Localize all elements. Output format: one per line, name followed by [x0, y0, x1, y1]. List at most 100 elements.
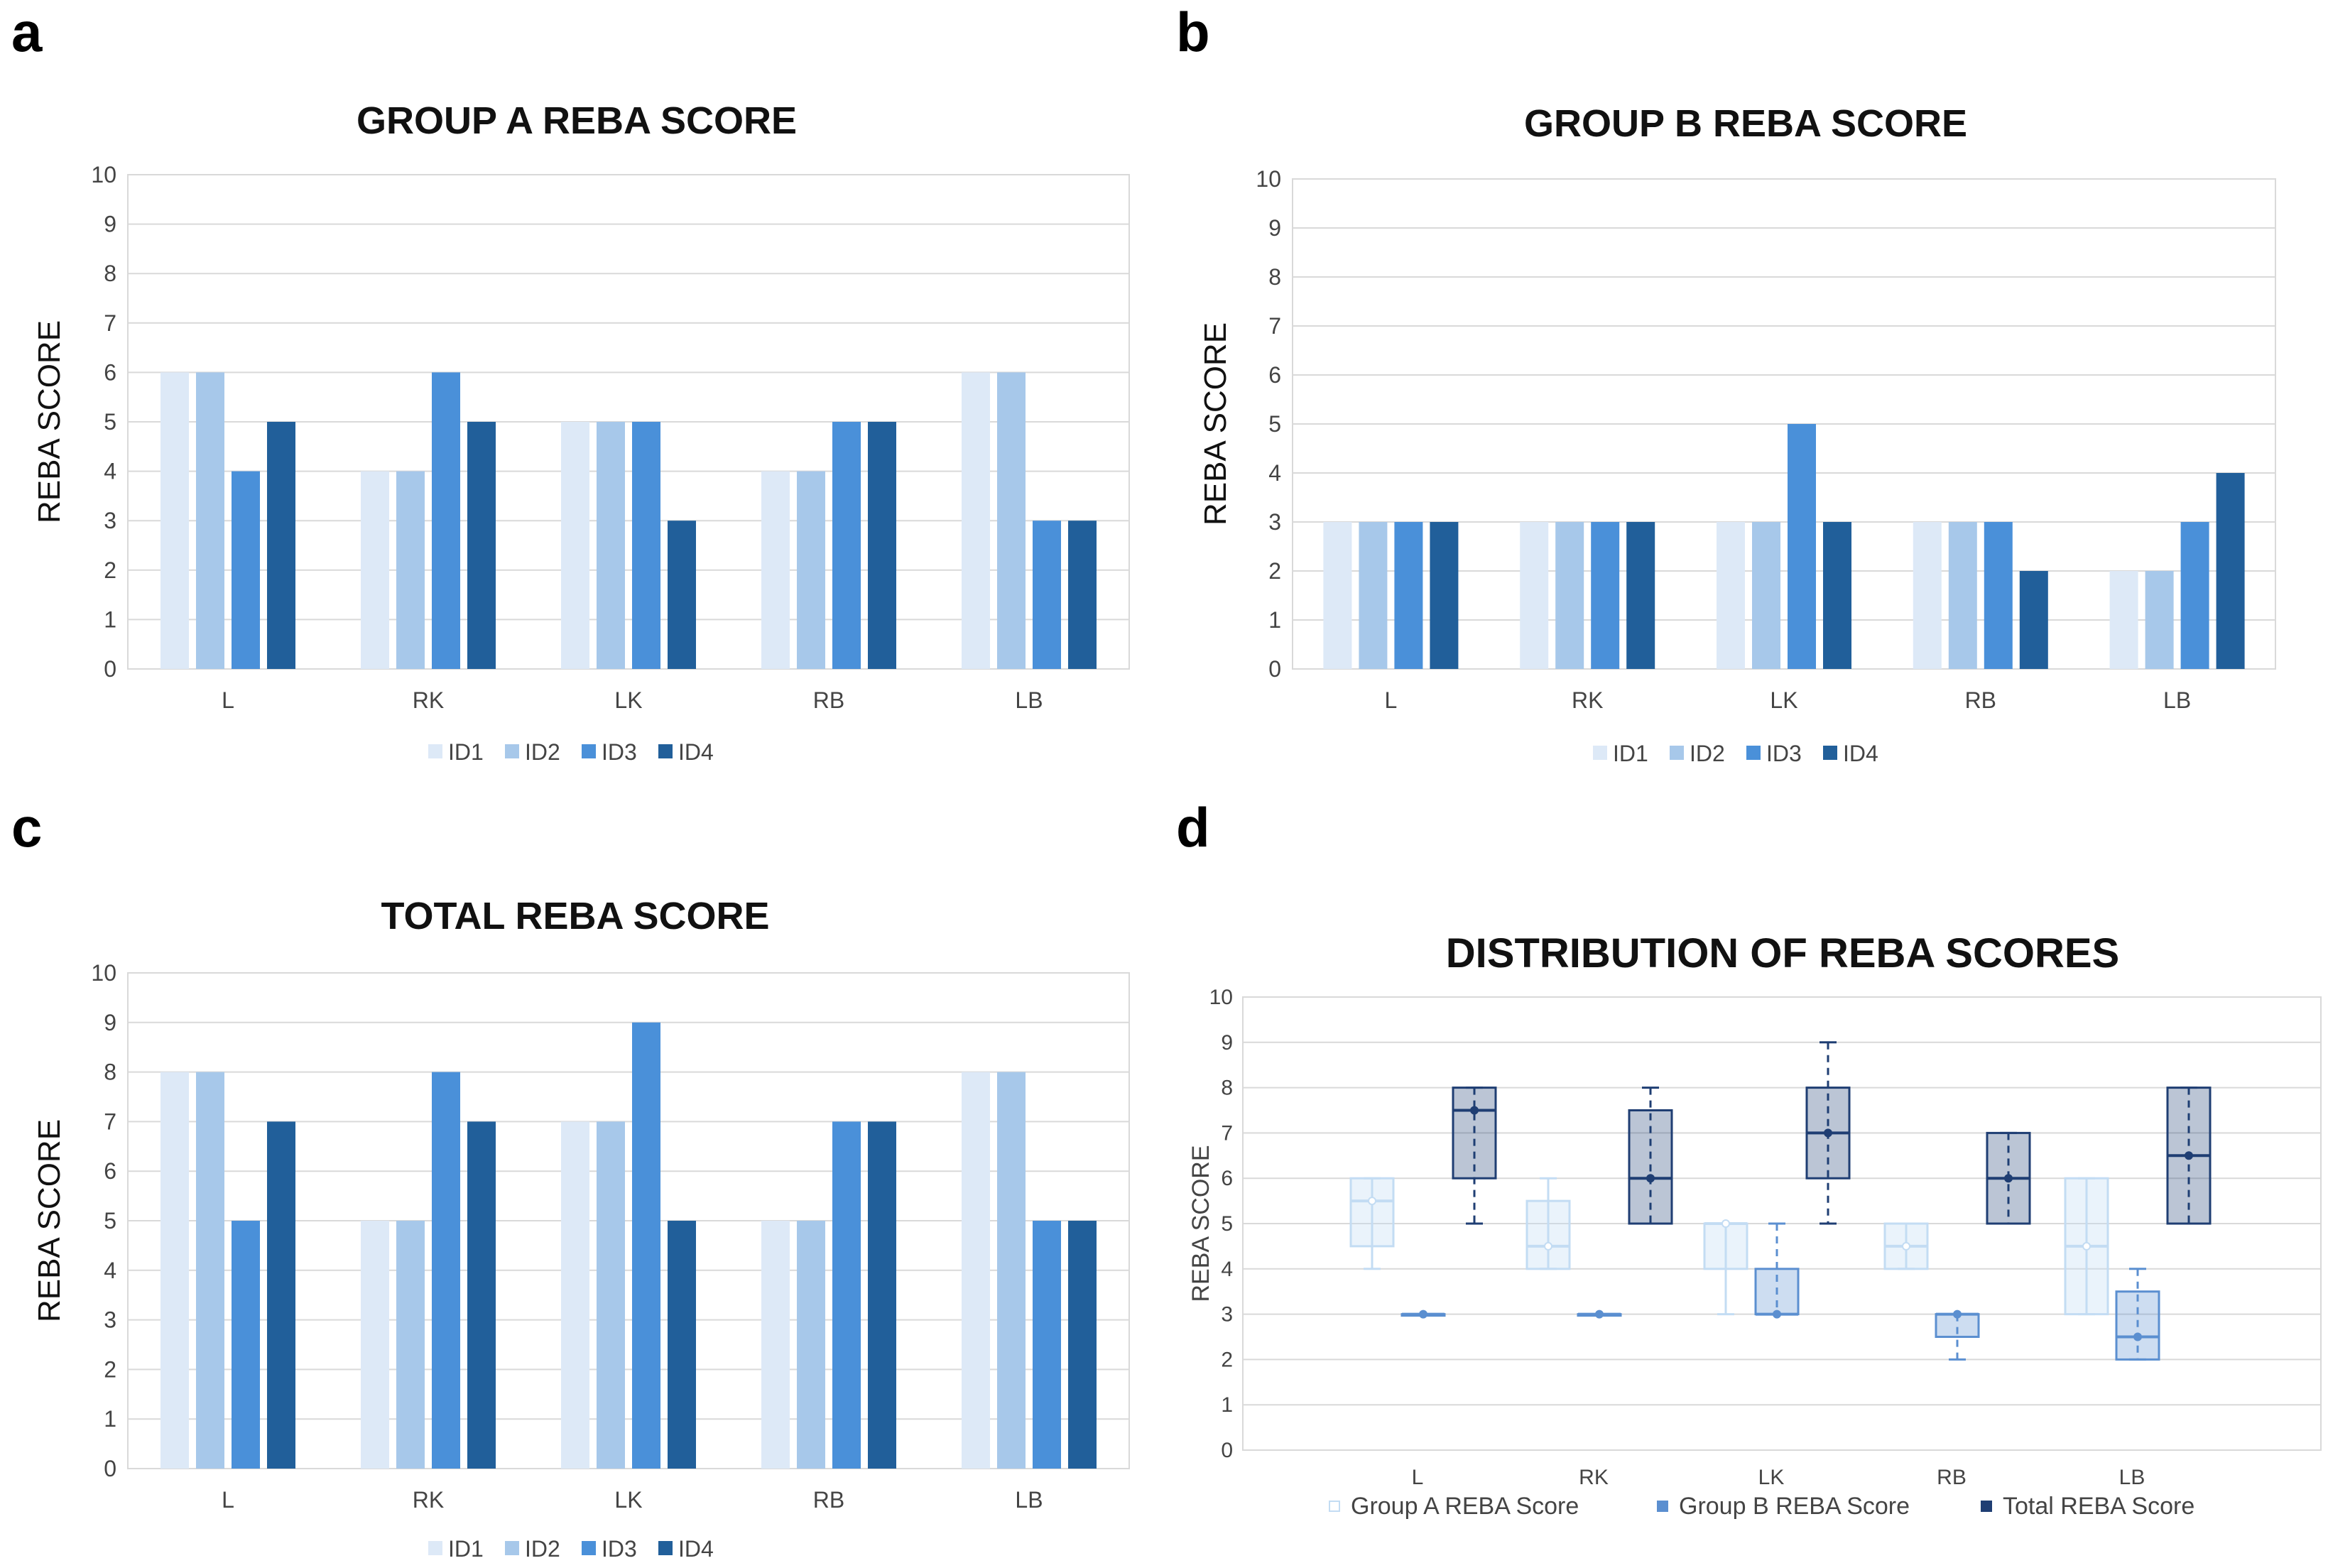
y-tick-label: 9	[104, 212, 116, 237]
y-tick-label: 7	[104, 1109, 116, 1134]
legend-swatch	[582, 744, 596, 758]
bar	[962, 1072, 990, 1469]
x-tick-label: RB	[1965, 687, 1996, 713]
legend-swatch	[582, 1541, 596, 1555]
box	[1883, 1222, 1929, 1270]
bar	[1359, 522, 1388, 669]
y-axis-label: REBA SCORE	[1187, 1145, 1214, 1302]
median-marker	[1646, 1174, 1655, 1183]
bar	[832, 1121, 861, 1469]
box	[2064, 1177, 2109, 1316]
bar	[632, 422, 660, 669]
y-tick-label: 1	[1268, 607, 1281, 633]
box	[2166, 1087, 2212, 1225]
legend-label: Group A REBA Score	[1351, 1493, 1579, 1520]
y-tick-label: 8	[1221, 1077, 1233, 1100]
y-tick-label: 5	[1268, 411, 1281, 437]
y-tick-label: 0	[1268, 656, 1281, 682]
y-tick-label: 2	[104, 1356, 116, 1382]
legend-label: ID2	[525, 739, 560, 765]
legend-label: ID3	[602, 739, 637, 765]
bar	[396, 1221, 425, 1469]
bar	[1913, 522, 1942, 669]
legend-label: ID4	[678, 739, 714, 765]
median-marker	[1419, 1310, 1427, 1319]
bar-chart-group-b: 0 1 2 3 4 5 6 7 8 9 10 GROUP B REBA SCORE REBA SCORE…	[1198, 102, 2276, 766]
bar	[797, 471, 825, 669]
bar	[161, 372, 189, 669]
bar	[467, 422, 496, 669]
y-tick-label: 3	[104, 508, 116, 533]
bar	[1394, 522, 1423, 669]
y-tick-label: 10	[91, 162, 116, 187]
bar	[2109, 571, 2138, 669]
bar-chart-group-a: 0 1 2 3 4 5 6 7 8 9 10 GROUP A REBA SCORE REBA SCORE…	[32, 99, 1130, 765]
legend-label: ID1	[1613, 741, 1648, 766]
legend-label: ID2	[525, 1536, 560, 1562]
y-tick-label: 9	[1268, 215, 1281, 241]
y-tick-label: 10	[1209, 986, 1233, 1009]
legend-swatch	[1593, 746, 1607, 760]
median-marker	[1368, 1197, 1376, 1206]
box	[1349, 1177, 1395, 1270]
legend-swatch	[658, 744, 673, 758]
bar	[1323, 522, 1352, 669]
legend-swatch	[1670, 746, 1684, 760]
legend-swatch	[505, 1541, 519, 1555]
bar	[267, 422, 295, 669]
bar	[467, 1121, 496, 1469]
x-tick-label: RK	[413, 687, 444, 713]
y-axis-label: REBA SCORE	[1198, 322, 1233, 526]
y-tick-label: 4	[1221, 1258, 1233, 1281]
x-tick-label: L	[222, 1487, 234, 1513]
y-tick-label: 0	[1221, 1439, 1233, 1462]
bar	[1626, 522, 1655, 669]
y-tick-label: 6	[1268, 362, 1281, 388]
bar	[267, 1121, 295, 1469]
bar	[997, 1072, 1026, 1469]
x-tick-label: RB	[813, 687, 844, 713]
y-tick-label: 1	[104, 606, 116, 632]
x-tick-label: LB	[1015, 687, 1043, 713]
box-body	[1452, 1087, 1497, 1180]
bar	[997, 372, 1026, 669]
y-tick-label: 1	[1221, 1393, 1233, 1417]
legend-label: ID4	[1843, 741, 1878, 766]
y-tick-label: 7	[1221, 1121, 1233, 1145]
bar	[432, 372, 460, 669]
bar	[1984, 522, 2013, 669]
bar	[1520, 522, 1549, 669]
panel-letter-d: d	[1176, 796, 1210, 859]
y-tick-label: 5	[104, 409, 116, 435]
legend-label: ID4	[678, 1536, 714, 1562]
bar	[396, 471, 425, 669]
box	[1525, 1177, 1571, 1270]
x-tick-label: LK	[1770, 687, 1797, 713]
bar	[2216, 473, 2245, 669]
bar	[1033, 1221, 1061, 1469]
y-tick-label: 2	[1221, 1348, 1233, 1371]
bar	[196, 372, 224, 669]
x-tick-label: RK	[1579, 1466, 1609, 1489]
bar	[761, 1221, 790, 1469]
bar	[361, 1221, 389, 1469]
median-marker	[2004, 1174, 2013, 1183]
bar	[1430, 522, 1459, 669]
x-tick-label: LK	[1758, 1466, 1785, 1489]
box-body	[1703, 1222, 1748, 1270]
box	[1754, 1222, 1800, 1319]
box-body	[2115, 1290, 2160, 1361]
bar	[597, 1121, 625, 1469]
median-marker	[1824, 1128, 1832, 1138]
bar	[1823, 522, 1851, 669]
box-body	[1349, 1177, 1395, 1248]
legend-swatch	[1329, 1501, 1340, 1512]
legend-label: ID3	[602, 1536, 637, 1562]
panel-letter-a: a	[11, 1, 43, 63]
median-marker	[1902, 1241, 1910, 1251]
y-tick-label: 4	[1268, 460, 1281, 486]
y-tick-label: 9	[1221, 1031, 1233, 1055]
median-marker	[1544, 1241, 1552, 1251]
bar	[962, 372, 990, 669]
